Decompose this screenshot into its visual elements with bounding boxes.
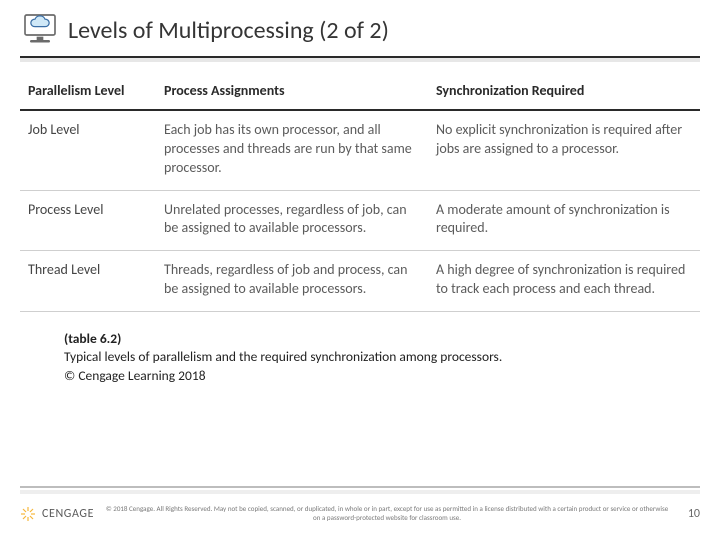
cell-level: Process Level bbox=[20, 190, 156, 251]
cell-level: Job Level bbox=[20, 110, 156, 190]
slide: Levels of Multiprocessing (2 of 2) Paral… bbox=[0, 0, 720, 540]
cell-assign: Unrelated processes, regardless of job, … bbox=[156, 190, 428, 251]
table-row: Job Level Each job has its own processor… bbox=[20, 110, 700, 190]
brand-text: CENGAGE bbox=[42, 507, 94, 521]
caption-ref: (table 6.2) bbox=[64, 330, 121, 347]
page-number: 10 bbox=[680, 507, 700, 521]
footer-rule-shadow bbox=[20, 490, 700, 494]
cell-sync: A high degree of synchronization is requ… bbox=[428, 251, 700, 312]
cell-assign: Each job has its own processor, and all … bbox=[156, 110, 428, 190]
caption: (table 6.2) Typical levels of parallelis… bbox=[64, 330, 664, 385]
cell-sync: No explicit synchronization is required … bbox=[428, 110, 700, 190]
table-row: Thread Level Threads, regardless of job … bbox=[20, 251, 700, 312]
cell-sync: A moderate amount of synchronization is … bbox=[428, 190, 700, 251]
caption-copyright: © Cengage Learning 2018 bbox=[64, 367, 206, 384]
brand: CENGAGE bbox=[20, 506, 94, 522]
cell-level: Thread Level bbox=[20, 251, 156, 312]
title-row: Levels of Multiprocessing (2 of 2) bbox=[20, 10, 700, 50]
cell-assign: Threads, regardless of job and process, … bbox=[156, 251, 428, 312]
brand-burst-icon bbox=[20, 506, 36, 522]
cloud-monitor-icon bbox=[20, 10, 60, 50]
title-rule-shadow bbox=[20, 58, 700, 62]
page-title: Levels of Multiprocessing (2 of 2) bbox=[68, 16, 389, 45]
footer: CENGAGE © 2018 Cengage. All Rights Reser… bbox=[20, 505, 700, 522]
table-row: Process Level Unrelated processes, regar… bbox=[20, 190, 700, 251]
footer-rule bbox=[20, 486, 700, 488]
caption-text: Typical levels of parallelism and the re… bbox=[64, 348, 502, 365]
legal-text: © 2018 Cengage. All Rights Reserved. May… bbox=[94, 505, 680, 522]
col-header-sync: Synchronization Required bbox=[428, 76, 700, 110]
parallelism-table: Parallelism Level Process Assignments Sy… bbox=[20, 76, 700, 312]
col-header-assign: Process Assignments bbox=[156, 76, 428, 110]
col-header-level: Parallelism Level bbox=[20, 76, 156, 110]
table-header-row: Parallelism Level Process Assignments Sy… bbox=[20, 76, 700, 110]
